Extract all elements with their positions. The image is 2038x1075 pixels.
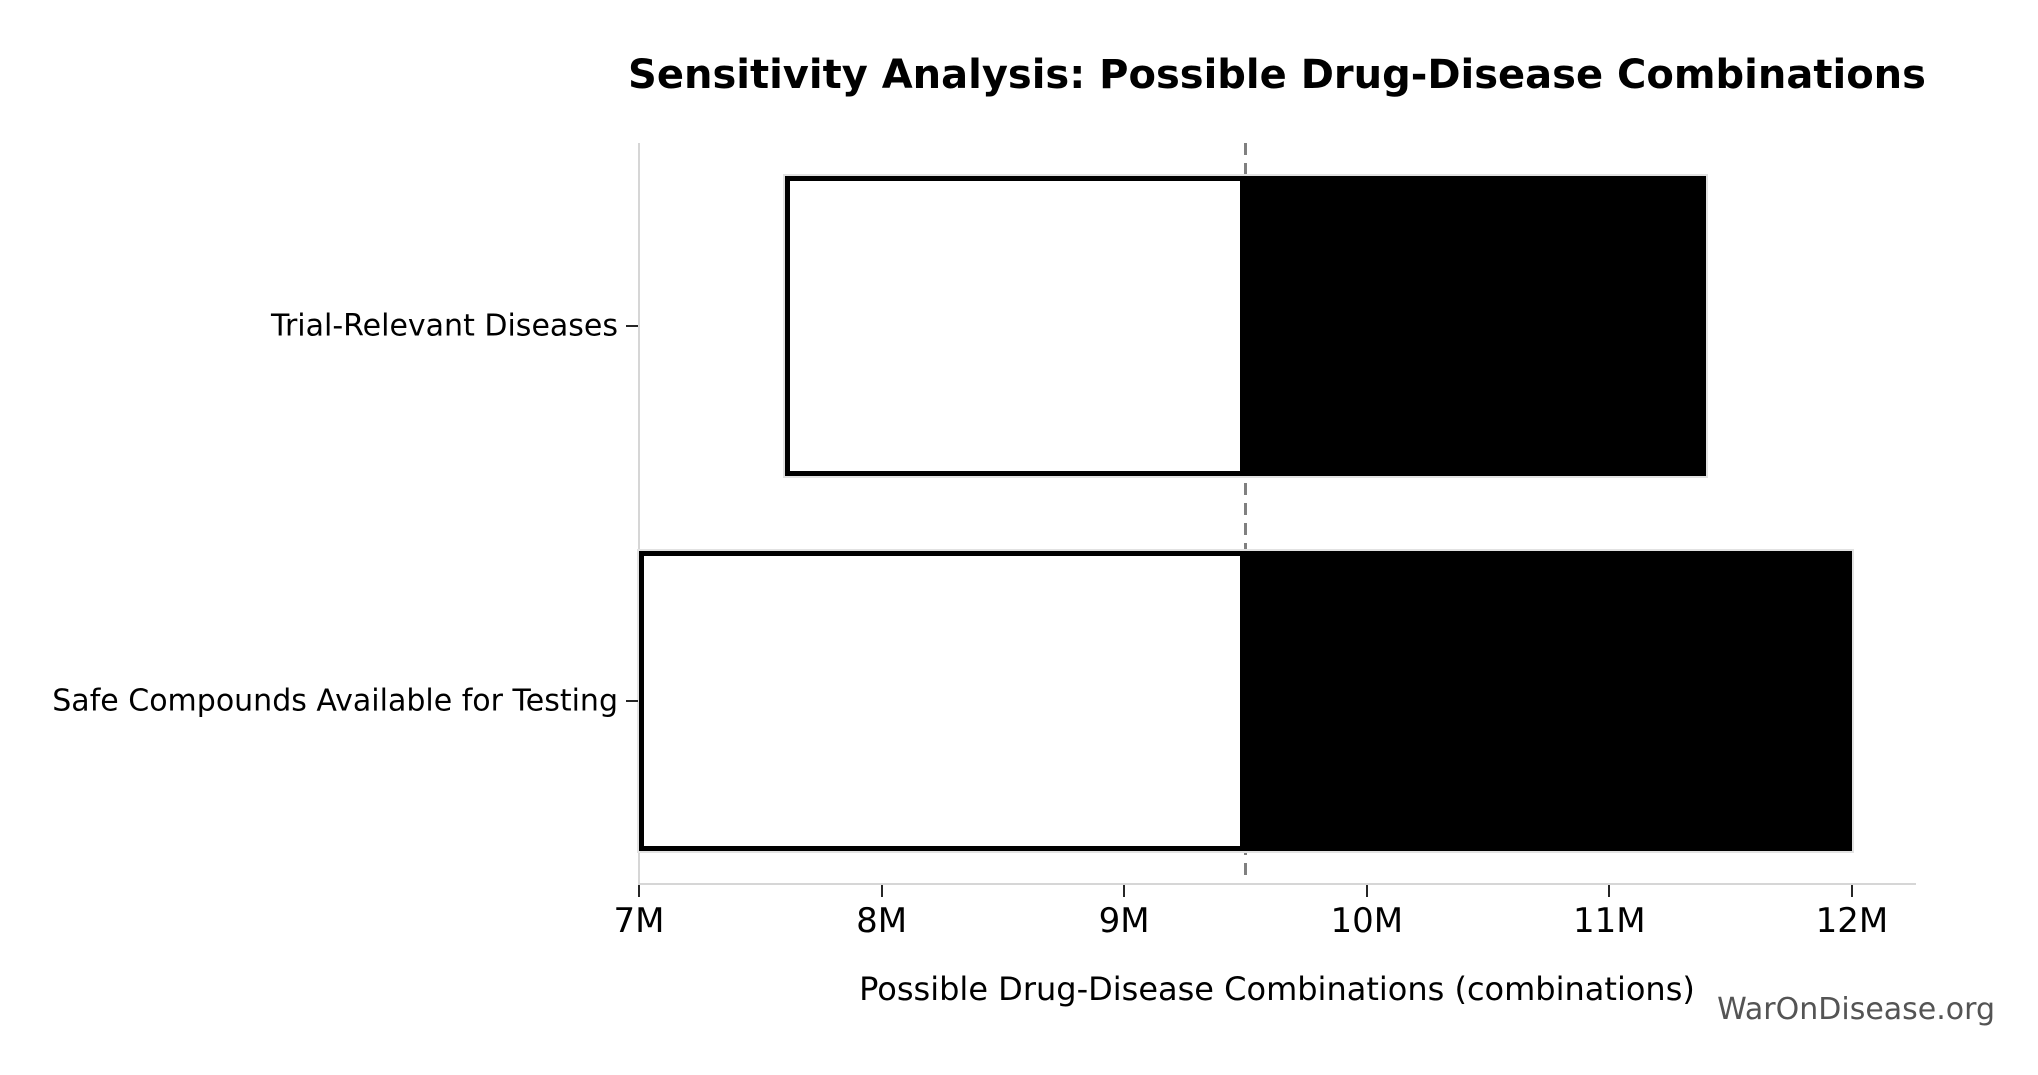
- x-tick-label: 10M: [1330, 901, 1404, 941]
- tornado-bar: [637, 548, 1854, 853]
- x-tick-label: 12M: [1815, 901, 1889, 941]
- baseline-dashed-line: [1243, 143, 1247, 883]
- x-tick-label: 7M: [613, 901, 665, 941]
- x-tick-mark: [1608, 885, 1611, 897]
- bar-segment-high: [1245, 550, 1852, 851]
- bar-segment-low: [639, 550, 1246, 851]
- y-tick-mark: [626, 699, 638, 702]
- tornado-bar: [782, 174, 1709, 478]
- x-tick-mark: [1850, 885, 1853, 897]
- x-tick-mark: [880, 885, 883, 897]
- x-tick-mark: [1123, 885, 1126, 897]
- y-category-label: Trial-Relevant Diseases: [271, 308, 618, 344]
- chart-title: Sensitivity Analysis: Possible Drug-Dise…: [628, 52, 1926, 98]
- x-tick-label: 9M: [1098, 901, 1150, 941]
- x-axis-label: Possible Drug-Disease Combinations (comb…: [859, 970, 1695, 1008]
- y-category-label: Safe Compounds Available for Testing: [52, 683, 618, 718]
- x-tick-mark: [638, 885, 640, 897]
- x-tick-label: 11M: [1573, 901, 1646, 941]
- watermark-text: WarOnDisease.org: [1717, 992, 1995, 1027]
- x-axis-spine: [638, 883, 1916, 885]
- y-axis-spine: [638, 143, 640, 883]
- bar-segment-low: [784, 176, 1246, 476]
- x-tick-label: 8M: [856, 901, 908, 941]
- y-tick-mark: [626, 325, 638, 327]
- x-tick-mark: [1365, 885, 1368, 897]
- bar-segment-high: [1245, 176, 1707, 476]
